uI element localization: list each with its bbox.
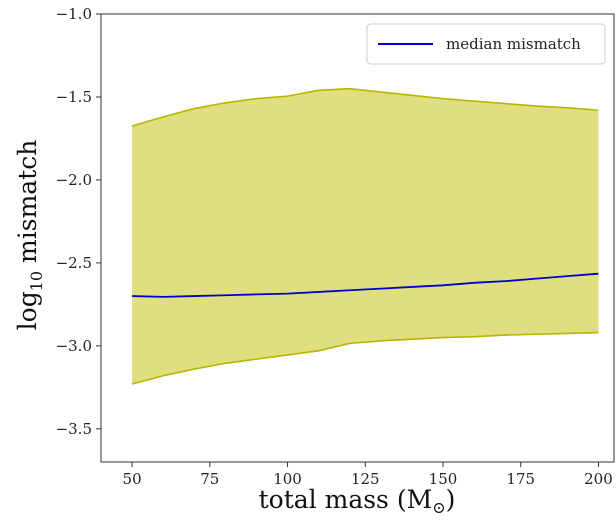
y-tick-label: −1.0 <box>56 5 92 23</box>
y-tick-label: −2.0 <box>56 171 92 189</box>
series-line-median-mismatch <box>132 272 599 298</box>
x-tick-label: 125 <box>351 470 380 488</box>
legend: median mismatch <box>366 23 606 65</box>
band-upper-edge <box>131 87 599 127</box>
y-axis-label: log10 mismatch <box>13 140 46 331</box>
y-tick-label: −3.0 <box>56 337 92 355</box>
legend-label-median: median mismatch <box>446 35 581 53</box>
median-series-layer <box>132 272 599 298</box>
legend-box <box>366 23 606 65</box>
x-tick-label: 75 <box>200 470 219 488</box>
x-tick-label: 50 <box>123 470 142 488</box>
plot-frame <box>100 13 615 463</box>
y-tick-label: −3.5 <box>56 420 92 438</box>
x-axis-label: total mass (M⊙) <box>259 485 456 517</box>
x-tick-label: 175 <box>506 470 535 488</box>
x-tick-label: 100 <box>273 470 302 488</box>
x-tick-label: 200 <box>584 470 613 488</box>
x-tick-label: 150 <box>429 470 458 488</box>
y-tick-label: −1.5 <box>56 88 92 106</box>
mismatch-range-band <box>132 88 599 385</box>
mismatch-range-band-layer <box>131 87 599 385</box>
x-axis-ticks: 50 75 100 125 150 175 200 <box>123 462 613 488</box>
y-tick-label: −2.5 <box>56 254 92 272</box>
band-lower-edge <box>131 331 599 385</box>
y-axis-ticks: −3.5 −3.0 −2.5 −2.0 −1.5 −1.0 <box>56 5 101 438</box>
